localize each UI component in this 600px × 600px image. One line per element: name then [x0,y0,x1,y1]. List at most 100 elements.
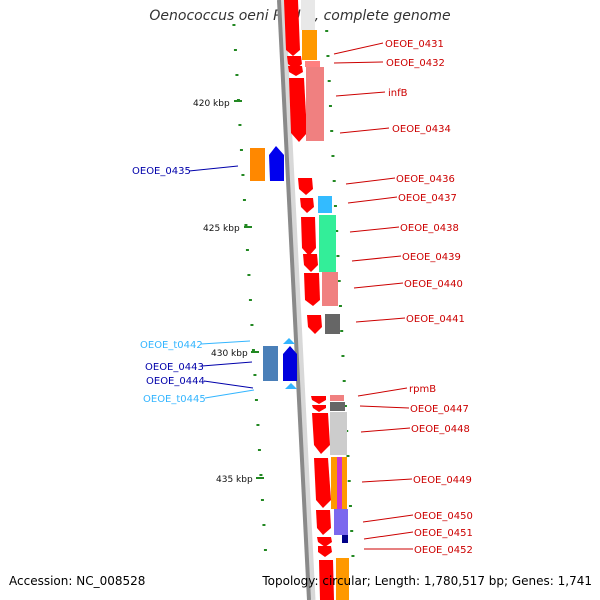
gene-label-0439[interactable]: OEOE_0439 [402,252,461,263]
gene-label-t0445[interactable]: OEOE_t0445 [143,394,206,405]
scale-tick [256,424,260,426]
accession-label: Accession: NC_008528 [9,574,146,588]
gene-label-0435[interactable]: OEOE_0435 [132,166,191,177]
scale-labels: 420 kbp 425 kbp 430 kbp 435 kbp [193,99,264,485]
gene-label-0434[interactable]: OEOE_0434 [392,124,451,135]
gene-label-infB[interactable]: infB [388,88,408,99]
gene-label-0451[interactable]: OEOE_0451 [414,528,473,539]
cog-infB [306,67,324,141]
reverse-color-track [301,0,349,600]
scale-tick [263,549,267,551]
gene-label-0452[interactable]: OEOE_0452 [414,545,473,556]
scale-label-430: 430 kbp [211,349,248,359]
forward-gene-label-lines [188,165,255,399]
scale-tick [254,399,258,401]
scale-tick [239,149,243,151]
gene-arrow-t0445 [285,383,297,389]
gene-arrow-0434 [289,78,307,142]
cog-0448 [330,412,347,455]
gene-label-0438[interactable]: OEOE_0438 [400,223,459,234]
gene-arrow-0438 [301,217,316,256]
cog-0449a [331,457,337,509]
scale-tick [241,174,245,176]
cog-0451 [342,535,348,543]
cog-0449c [342,457,347,509]
guide-tick [346,455,350,457]
cog-0449b [337,457,342,509]
guide-tick [326,55,330,57]
scale-tick [248,299,252,301]
scale-ticks [232,24,355,557]
gene-0435-cog [250,148,265,181]
gene-arrow-infB [288,66,303,76]
gene-label-rpmB[interactable]: rpmB [409,384,436,395]
gene-arrow-0451 [317,537,332,547]
gene-arrow-0431 [284,0,300,56]
scale-tick [259,474,263,476]
cog-0450 [334,509,348,535]
reverse-strand-track [284,0,334,600]
guide-tick [330,130,334,132]
scale-tick [253,374,257,376]
gene-label-0431[interactable]: OEOE_0431 [385,39,444,50]
scale-tick [247,274,251,276]
cog-rpmB [330,395,344,401]
scale-tick [245,249,249,251]
gene-arrow-0452 [318,546,332,557]
gene-label-0440[interactable]: OEOE_0440 [404,279,463,290]
gene-arrow-rpmB [311,396,326,404]
gene-label-0447[interactable]: OEOE_0447 [410,404,469,415]
scale-tick [242,199,246,201]
genome-backbone-shadow [278,0,316,600]
guide-tick [328,105,332,107]
guide-tick [332,180,336,182]
guide-tick [340,330,344,332]
gene-arrow-t0442 [283,338,295,344]
guide-tick [336,255,340,257]
gene-label-0437[interactable]: OEOE_0437 [398,193,457,204]
gene-arrow-0444 [283,346,297,381]
guide-tick [348,505,352,507]
cog-0431b [302,30,317,60]
genome-stats-label: Topology: circular; Length: 1,780,517 bp… [262,574,592,588]
gene-arrow-0453 [319,560,334,600]
guide-tick [341,355,345,357]
scale-label-420: 420 kbp [193,99,230,109]
scale-tick [260,499,264,501]
gene-arrow-0436 [298,178,313,195]
guide-tick [337,280,341,282]
gene-label-0443[interactable]: OEOE_0443 [145,362,204,373]
cog-0441 [325,314,340,334]
forward-gene-label-texts: OEOE_0435 OEOE_t0442 OEOE_0443 OEOE_0444… [132,166,206,405]
gene-label-0432[interactable]: OEOE_0432 [386,58,445,69]
guide-tick [338,305,342,307]
forward-strand-track [250,146,297,389]
cog-0432 [305,61,320,67]
gene-label-0444[interactable]: OEOE_0444 [146,376,205,387]
guide-tick [327,80,331,82]
map-title: Oenococcus oeni PSU-1, complete genome [149,8,451,24]
gene-arrow-0440 [304,273,320,306]
gene-label-0449[interactable]: OEOE_0449 [413,475,472,486]
scale-label-435: 435 kbp [216,475,253,485]
scale-tick [232,24,236,26]
cog-0437 [318,196,332,213]
cog-0440 [322,272,338,306]
gene-label-t0442[interactable]: OEOE_t0442 [140,340,203,351]
scale-tick [257,449,261,451]
gene-arrow-0450 [316,510,331,535]
gene-0443-cog [263,346,278,381]
gene-label-0436[interactable]: OEOE_0436 [396,174,455,185]
gene-arrow-0449 [314,458,331,508]
gene-label-0448[interactable]: OEOE_0448 [411,424,470,435]
cog-0452 [336,558,349,600]
gene-label-0441[interactable]: OEOE_0441 [406,314,465,325]
cog-0438 [319,215,336,272]
scale-tick [244,224,248,226]
scale-label-425: 425 kbp [203,224,240,234]
scale-tick [250,324,254,326]
guide-tick [351,555,355,557]
gene-arrow-0448 [312,413,330,454]
gene-label-0450[interactable]: OEOE_0450 [414,511,473,522]
